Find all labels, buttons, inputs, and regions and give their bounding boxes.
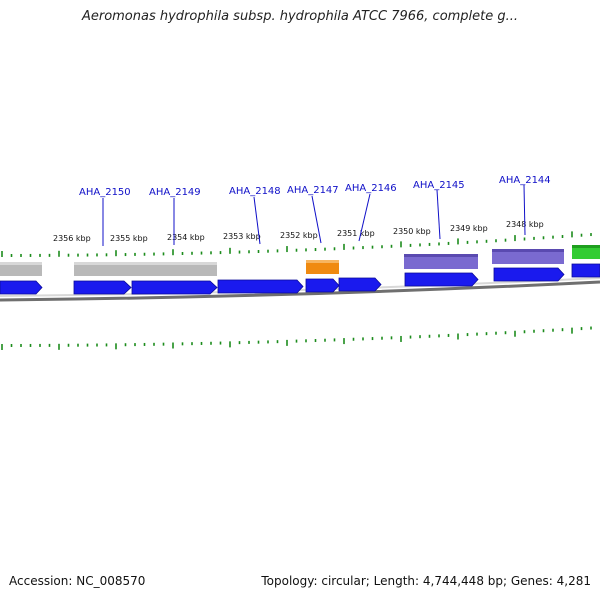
gene-labels: AHA_2150 AHA_2149 AHA_2148 AHA_2147 AHA_… (79, 175, 551, 198)
purple-feature[interactable] (492, 249, 564, 252)
kbp-labels: 2356 kbp 2355 kbp 2354 kbp 2353 kbp 2352… (53, 220, 544, 243)
genome-title: Aeromonas hydrophila subsp. hydrophila A… (81, 9, 519, 24)
gene-label[interactable]: AHA_2150 (79, 187, 131, 198)
green-feature[interactable] (572, 245, 600, 248)
inner-tick-ring (1, 326, 592, 350)
topology-label: Topology: circular; Length: 4,744,448 bp… (261, 574, 591, 588)
grey-feature[interactable] (74, 264, 217, 276)
feature-track (0, 245, 600, 276)
cds-arrow[interactable] (0, 280, 43, 295)
kbp-label: 2349 kbp (450, 224, 488, 233)
green-feature[interactable] (572, 247, 600, 259)
purple-feature[interactable] (404, 256, 478, 269)
cds-arrow[interactable] (305, 278, 340, 293)
cds-arrow[interactable] (571, 263, 600, 278)
callout-line (358, 193, 371, 242)
grey-feature[interactable] (0, 262, 42, 265)
grey-feature[interactable] (74, 262, 217, 265)
gene-label[interactable]: AHA_2144 (499, 175, 551, 186)
kbp-label: 2352 kbp (280, 231, 318, 240)
callout-line (253, 196, 261, 245)
gene-label[interactable]: AHA_2147 (287, 185, 339, 196)
gene-label[interactable]: AHA_2149 (149, 187, 201, 198)
gene-label[interactable]: AHA_2146 (345, 183, 397, 194)
kbp-label: 2354 kbp (167, 233, 205, 242)
gene-label[interactable]: AHA_2148 (229, 186, 281, 197)
callout-line (311, 195, 322, 244)
accession-label: Accession: NC_008570 (9, 574, 146, 588)
cds-arrow[interactable] (338, 277, 382, 292)
outer-tick-ring (1, 231, 592, 257)
orange-feature[interactable] (306, 260, 339, 263)
kbp-label: 2353 kbp (223, 232, 261, 241)
kbp-label: 2350 kbp (393, 227, 431, 236)
cds-arrow[interactable] (493, 267, 565, 282)
cds-arrow[interactable] (404, 272, 479, 287)
cds-arrow[interactable] (131, 280, 218, 295)
gene-callouts (102, 184, 526, 246)
gene-label[interactable]: AHA_2145 (413, 180, 465, 191)
kbp-label: 2351 kbp (337, 229, 375, 238)
grey-feature[interactable] (0, 264, 42, 276)
cds-arrow[interactable] (217, 279, 304, 294)
backbone-outer (0, 280, 600, 302)
kbp-label: 2356 kbp (53, 234, 91, 243)
cds-track (0, 263, 600, 295)
callout-line (436, 189, 441, 240)
purple-feature[interactable] (492, 251, 564, 264)
callout-line (523, 184, 526, 236)
purple-feature[interactable] (404, 254, 478, 257)
cds-arrow[interactable] (73, 280, 132, 295)
kbp-label: 2355 kbp (110, 234, 148, 243)
orange-feature[interactable] (306, 262, 339, 274)
